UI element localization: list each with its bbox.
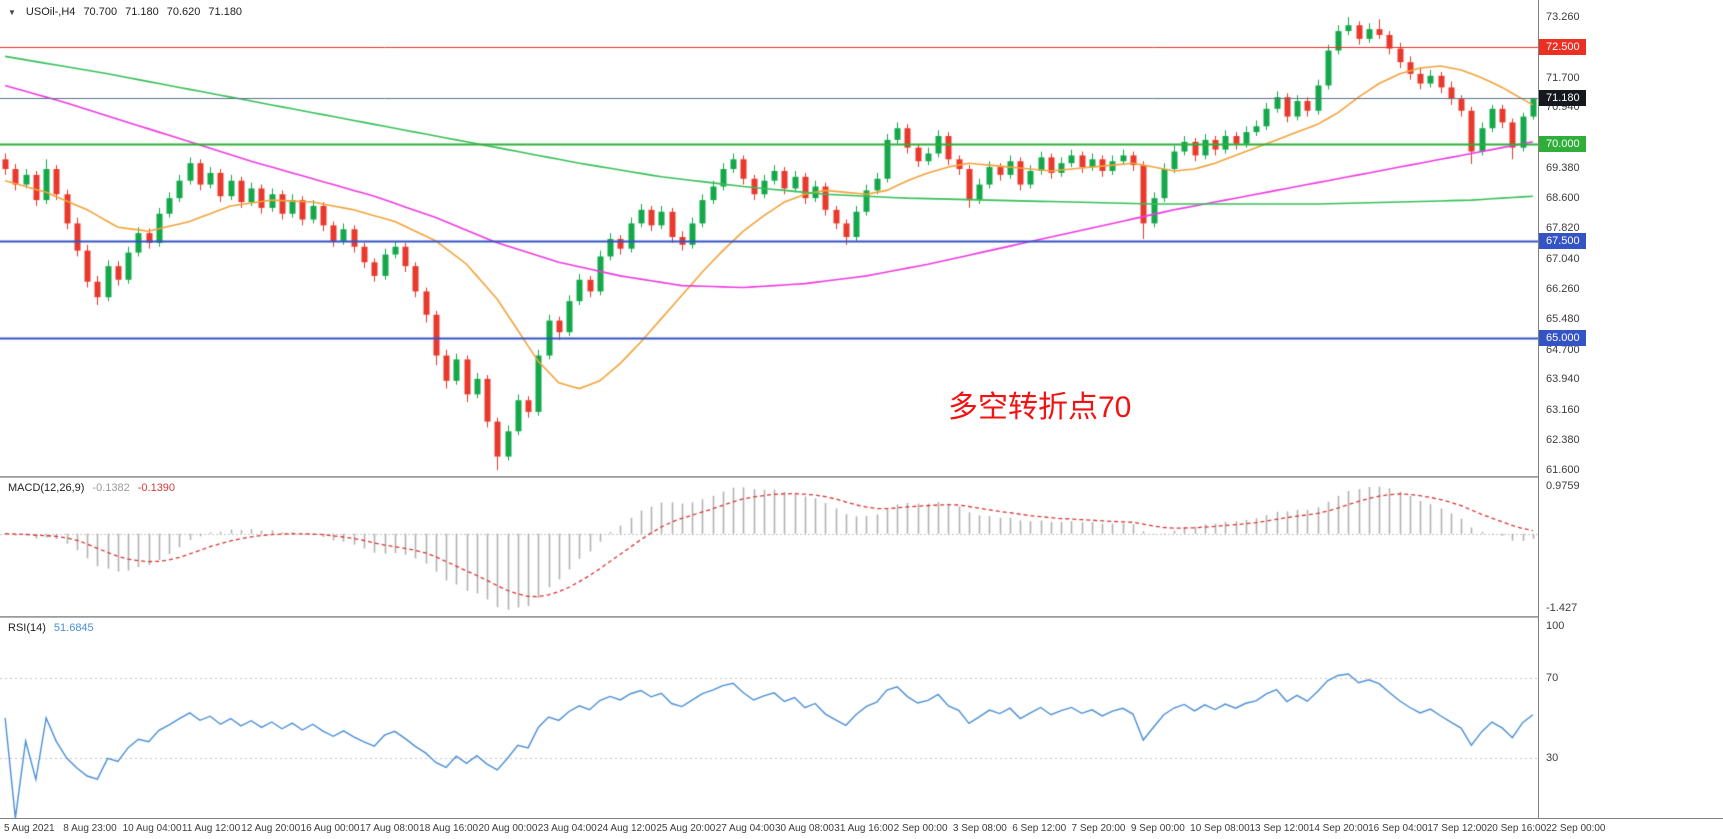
- current-price-flag: 71.180: [1539, 89, 1586, 106]
- rsi-name-label: RSI(14): [8, 622, 46, 634]
- pane-divider[interactable]: [0, 476, 1723, 478]
- chart-annotation-text: 多空转折点70: [948, 391, 1132, 424]
- ohlc-close-value: 71.180: [208, 6, 243, 18]
- time-axis-label: 7 Sep 20:00: [1071, 823, 1126, 834]
- time-axis-label: 9 Sep 00:00: [1130, 823, 1185, 834]
- macd-canvas[interactable]: [0, 478, 1538, 616]
- time-axis-label: 27 Aug 04:00: [715, 823, 775, 834]
- time-axis-label: 8 Aug 23:00: [63, 823, 117, 834]
- time-axis-label: 10 Aug 04:00: [122, 823, 182, 834]
- time-axis-label: 10 Sep 08:00: [1190, 823, 1250, 834]
- rsi-canvas[interactable]: [0, 618, 1538, 818]
- price-axis-tick: 66.260: [1546, 283, 1580, 296]
- macd-signal-value: -0.1390: [137, 482, 176, 494]
- price-axis-tick: 62.380: [1546, 433, 1580, 446]
- time-axis-label: 5 Aug 2021: [4, 823, 55, 834]
- time-axis-label: 20 Aug 00:00: [478, 823, 538, 834]
- time-axis-label: 18 Aug 16:00: [419, 823, 479, 834]
- macd-name-label: MACD(12,26,9): [8, 482, 85, 494]
- price-axis-tick: 73.260: [1546, 11, 1580, 24]
- macd-axis-max-label: 0.9759: [1546, 480, 1580, 492]
- time-axis-label: 13 Sep 12:00: [1249, 823, 1309, 834]
- ohlc-open-value: 70.700: [83, 6, 118, 18]
- price-axis-tick: 64.700: [1546, 343, 1580, 356]
- time-axis-label: 24 Aug 12:00: [597, 823, 657, 834]
- time-axis-label: 16 Aug 00:00: [300, 823, 360, 834]
- price-axis-tick: 67.820: [1546, 222, 1580, 235]
- price-axis-tick: 68.600: [1546, 192, 1580, 205]
- rsi-axis-label-30: 30: [1546, 752, 1559, 764]
- price-axis-tick: 65.480: [1546, 313, 1580, 326]
- hline-price-flag: 67.500: [1539, 232, 1586, 249]
- hline-price-flag: 65.000: [1539, 330, 1586, 347]
- time-axis-label: 14 Sep 20:00: [1308, 823, 1369, 834]
- price-axis-tick: 63.160: [1546, 403, 1580, 416]
- rsi-indicator-label: RSI(14) 51.6845: [8, 622, 94, 634]
- price-axis-tick: 69.380: [1546, 161, 1580, 174]
- macd-axis-min-label: -1.427: [1546, 602, 1578, 614]
- time-axis-label: 31 Aug 16:00: [834, 823, 894, 834]
- macd-main-value: -0.1382: [92, 482, 130, 494]
- symbol-timeframe-label: USOil-,H4: [25, 6, 76, 18]
- time-axis-label: 3 Sep 08:00: [952, 823, 1007, 834]
- time-axis[interactable]: 5 Aug 2021 8 Aug 23:00 10 Aug 04:00 11 Aug …: [0, 818, 1723, 839]
- time-axis-label: 6 Sep 12:00: [1012, 823, 1067, 834]
- hline-price-flag: 70.000: [1539, 135, 1586, 152]
- price-axis-tick: 71.700: [1546, 71, 1580, 84]
- hline-price-flag: 72.500: [1539, 38, 1586, 55]
- time-axis-label: 22 Sep 00:00: [1546, 823, 1606, 834]
- time-axis-label: 12 Aug 20:00: [241, 823, 301, 834]
- main-chart-canvas[interactable]: [0, 0, 1538, 476]
- time-axis-label: 11 Aug 12:00: [181, 823, 241, 834]
- rsi-value: 51.6845: [53, 622, 94, 634]
- symbol-dropdown-icon[interactable]: ▼: [8, 7, 16, 17]
- time-axis-label: 25 Aug 20:00: [656, 823, 716, 834]
- ohlc-low-value: 70.620: [166, 6, 201, 18]
- time-axis-label: 16 Sep 04:00: [1368, 823, 1428, 834]
- pane-divider[interactable]: [0, 616, 1723, 618]
- chart-header: ▼ USOil-,H4 70.700 71.180 70.620 71.180: [8, 6, 242, 18]
- price-axis-column: 0.9759 -1.427 100 70 30 73.260 71.700 70.9…: [1538, 0, 1723, 818]
- time-axis-label: 23 Aug 04:00: [537, 823, 597, 834]
- ohlc-high-value: 71.180: [125, 6, 159, 18]
- time-axis-label: 17 Sep 12:00: [1427, 823, 1487, 834]
- price-axis-tick: 61.600: [1546, 464, 1580, 477]
- time-axis-label: 20 Sep 16:00: [1486, 823, 1547, 834]
- time-axis-label: 30 Aug 08:00: [775, 823, 834, 834]
- price-axis-tick: 67.040: [1546, 252, 1580, 265]
- rsi-axis-label-100: 100: [1546, 620, 1565, 632]
- time-axis-label: 2 Sep 00:00: [893, 823, 948, 834]
- time-axis-label: 17 Aug 08:00: [359, 823, 419, 834]
- price-axis-tick: 63.940: [1546, 373, 1580, 386]
- macd-indicator-label: MACD(12,26,9) -0.1382 -0.1390: [8, 482, 175, 494]
- rsi-axis-label-70: 70: [1546, 672, 1559, 684]
